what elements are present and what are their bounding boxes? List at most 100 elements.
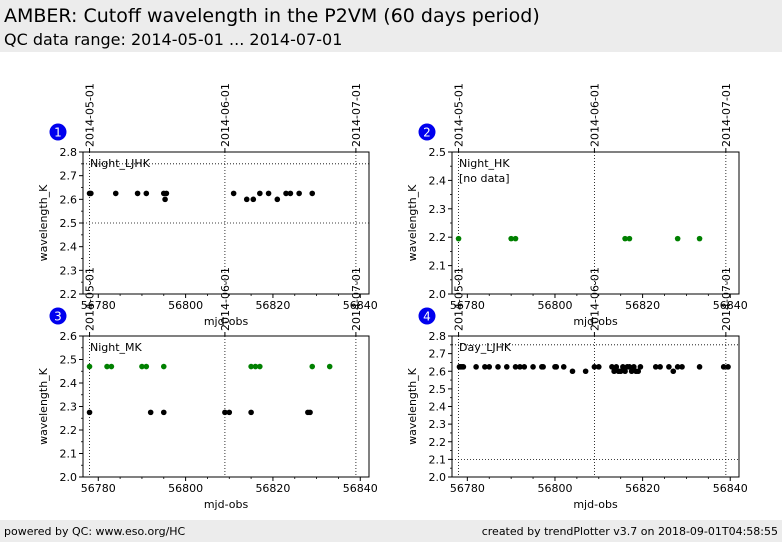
data-point (611, 368, 617, 375)
data-point (257, 190, 263, 197)
data-point (517, 364, 523, 370)
data-point (455, 235, 462, 242)
panel-badge-circle (418, 307, 436, 325)
y-tick-label: 2.0 (429, 288, 447, 301)
y-tick-label: 2.5 (429, 146, 447, 159)
data-point (252, 363, 259, 370)
data-point (243, 196, 250, 203)
data-point (250, 196, 257, 203)
data-point (226, 409, 233, 416)
data-point (160, 409, 167, 416)
panel-1: 2014-05-01 2014-06-01 2014-07-01 56780 56800… (37, 83, 378, 328)
data-point (620, 364, 626, 370)
footer-bar: powered by QC: www.eso.org/HC created by… (0, 520, 782, 542)
data-point (631, 364, 637, 370)
data-point (666, 364, 672, 370)
date-label: 2014-06-01 (219, 267, 232, 331)
y-tick-label: 2.2 (429, 231, 447, 244)
x-axis-label: mjd-obs (204, 498, 249, 511)
y-tick-label: 2.7 (60, 170, 78, 183)
x-tick-label: 56820 (625, 482, 660, 495)
data-point (495, 364, 501, 370)
y-tick-label: 2.7 (429, 348, 447, 361)
data-point (112, 190, 119, 197)
y-tick-label: 2.1 (60, 448, 78, 461)
date-label: 2014-07-01 (350, 83, 363, 147)
y-tick-label: 2.6 (429, 365, 447, 378)
date-label: 2014-05-01 (453, 83, 466, 147)
data-point (512, 235, 519, 242)
data-point (553, 364, 560, 370)
plot-frame (451, 335, 740, 478)
date-label: 2014-06-01 (219, 83, 232, 147)
x-tick-label: 56820 (255, 482, 290, 495)
x-tick-label: 56820 (255, 299, 290, 312)
date-label: 2014-05-01 (84, 83, 97, 147)
y-tick-label: 2.6 (60, 193, 78, 206)
data-point (460, 364, 467, 370)
y-tick-label: 2.2 (429, 436, 447, 449)
panel-badge-number: 2 (423, 126, 431, 140)
footer-generator: created by trendPlotter v3.7 on 2018-09-… (481, 525, 778, 538)
data-point (143, 190, 150, 197)
panel-badge-number: 3 (54, 310, 62, 324)
data-point (274, 196, 281, 203)
x-tick-label: 56840 (343, 482, 378, 495)
date-label: 2014-06-01 (588, 83, 601, 147)
data-point (521, 364, 528, 370)
data-point (230, 190, 237, 197)
x-tick-label: 56800 (537, 482, 572, 495)
y-axis-label: wavelength_K (37, 184, 50, 262)
y-tick-label: 2.8 (429, 330, 447, 343)
data-point (657, 364, 663, 370)
panel-2: 2014-05-01 2014-06-01 2014-07-01 56780 56800… (406, 83, 748, 328)
y-tick-label: 2.4 (429, 401, 447, 414)
data-point (296, 190, 302, 197)
x-tick-label: 56780 (81, 299, 116, 312)
data-point (248, 409, 254, 416)
data-point (696, 235, 703, 242)
data-point (86, 363, 93, 370)
panel-badge-circle (418, 123, 436, 141)
page-subtitle: QC data range: 2014-05-01 ... 2014-07-01 (4, 30, 343, 49)
x-tick-label: 56840 (343, 299, 378, 312)
panel-label: Night_LJHK (90, 157, 151, 170)
x-tick-label: 56780 (450, 299, 485, 312)
x-tick-label: 56800 (168, 299, 203, 312)
y-tick-label: 2.6 (60, 330, 78, 343)
data-point (679, 364, 685, 370)
data-point (560, 364, 567, 370)
data-point (309, 363, 316, 370)
data-point (503, 364, 510, 370)
data-point (134, 190, 141, 197)
x-tick-label: 56780 (450, 482, 485, 495)
data-point (720, 364, 727, 370)
data-point (530, 364, 536, 370)
y-tick-label: 2.0 (60, 471, 78, 484)
data-point (88, 190, 94, 197)
data-point (104, 363, 110, 370)
y-tick-label: 2.8 (60, 146, 78, 159)
data-point (609, 364, 615, 370)
x-axis-label: mjd-obs (204, 315, 249, 328)
data-point (163, 190, 170, 197)
data-point (508, 235, 514, 242)
y-tick-label: 2.5 (60, 217, 78, 230)
x-tick-label: 56820 (625, 299, 660, 312)
panel-note: [no data] (459, 172, 510, 185)
panel-badge-circle (49, 123, 67, 141)
y-tick-label: 2.5 (60, 354, 78, 367)
data-point (326, 363, 333, 370)
data-point (628, 368, 635, 375)
data-point (283, 190, 289, 197)
panel-label: Day_LJHK (459, 341, 512, 354)
data-point (512, 364, 519, 370)
x-axis-label: mjd-obs (573, 315, 618, 328)
y-tick-label: 2.3 (429, 418, 447, 431)
data-point (613, 364, 620, 370)
data-point (674, 364, 681, 370)
date-label: 2014-07-01 (720, 267, 733, 331)
date-label: 2014-06-01 (588, 267, 601, 331)
data-point (309, 190, 316, 197)
